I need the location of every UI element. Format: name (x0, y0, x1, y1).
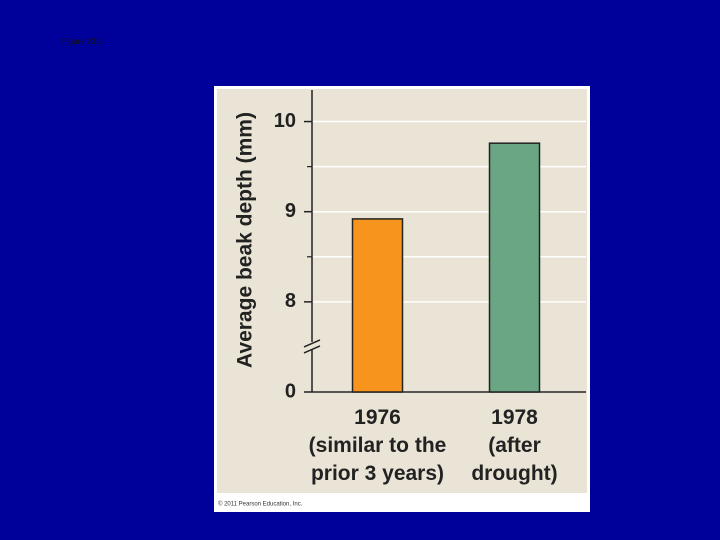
axis-break-gap (302, 341, 316, 350)
bar (351, 218, 404, 393)
x-tick-label: 1978 (after drought) (471, 406, 557, 485)
y-tick-label: 0 (285, 380, 296, 402)
x-tick-label: 1976 (similar to the prior 3 years) (309, 406, 447, 485)
bar (488, 142, 541, 393)
axis-break (303, 345, 321, 354)
y-tick-label: 8 (285, 290, 296, 312)
y-tick-label: 10 (274, 110, 296, 132)
y-axis-label: Average beak depth (mm) (234, 112, 257, 368)
copyright: © 2011 Pearson Education, Inc. (218, 501, 303, 508)
axis-break (303, 339, 321, 348)
figure-label: Figure 23.2 (62, 37, 103, 46)
y-tick-label: 9 (285, 200, 296, 222)
